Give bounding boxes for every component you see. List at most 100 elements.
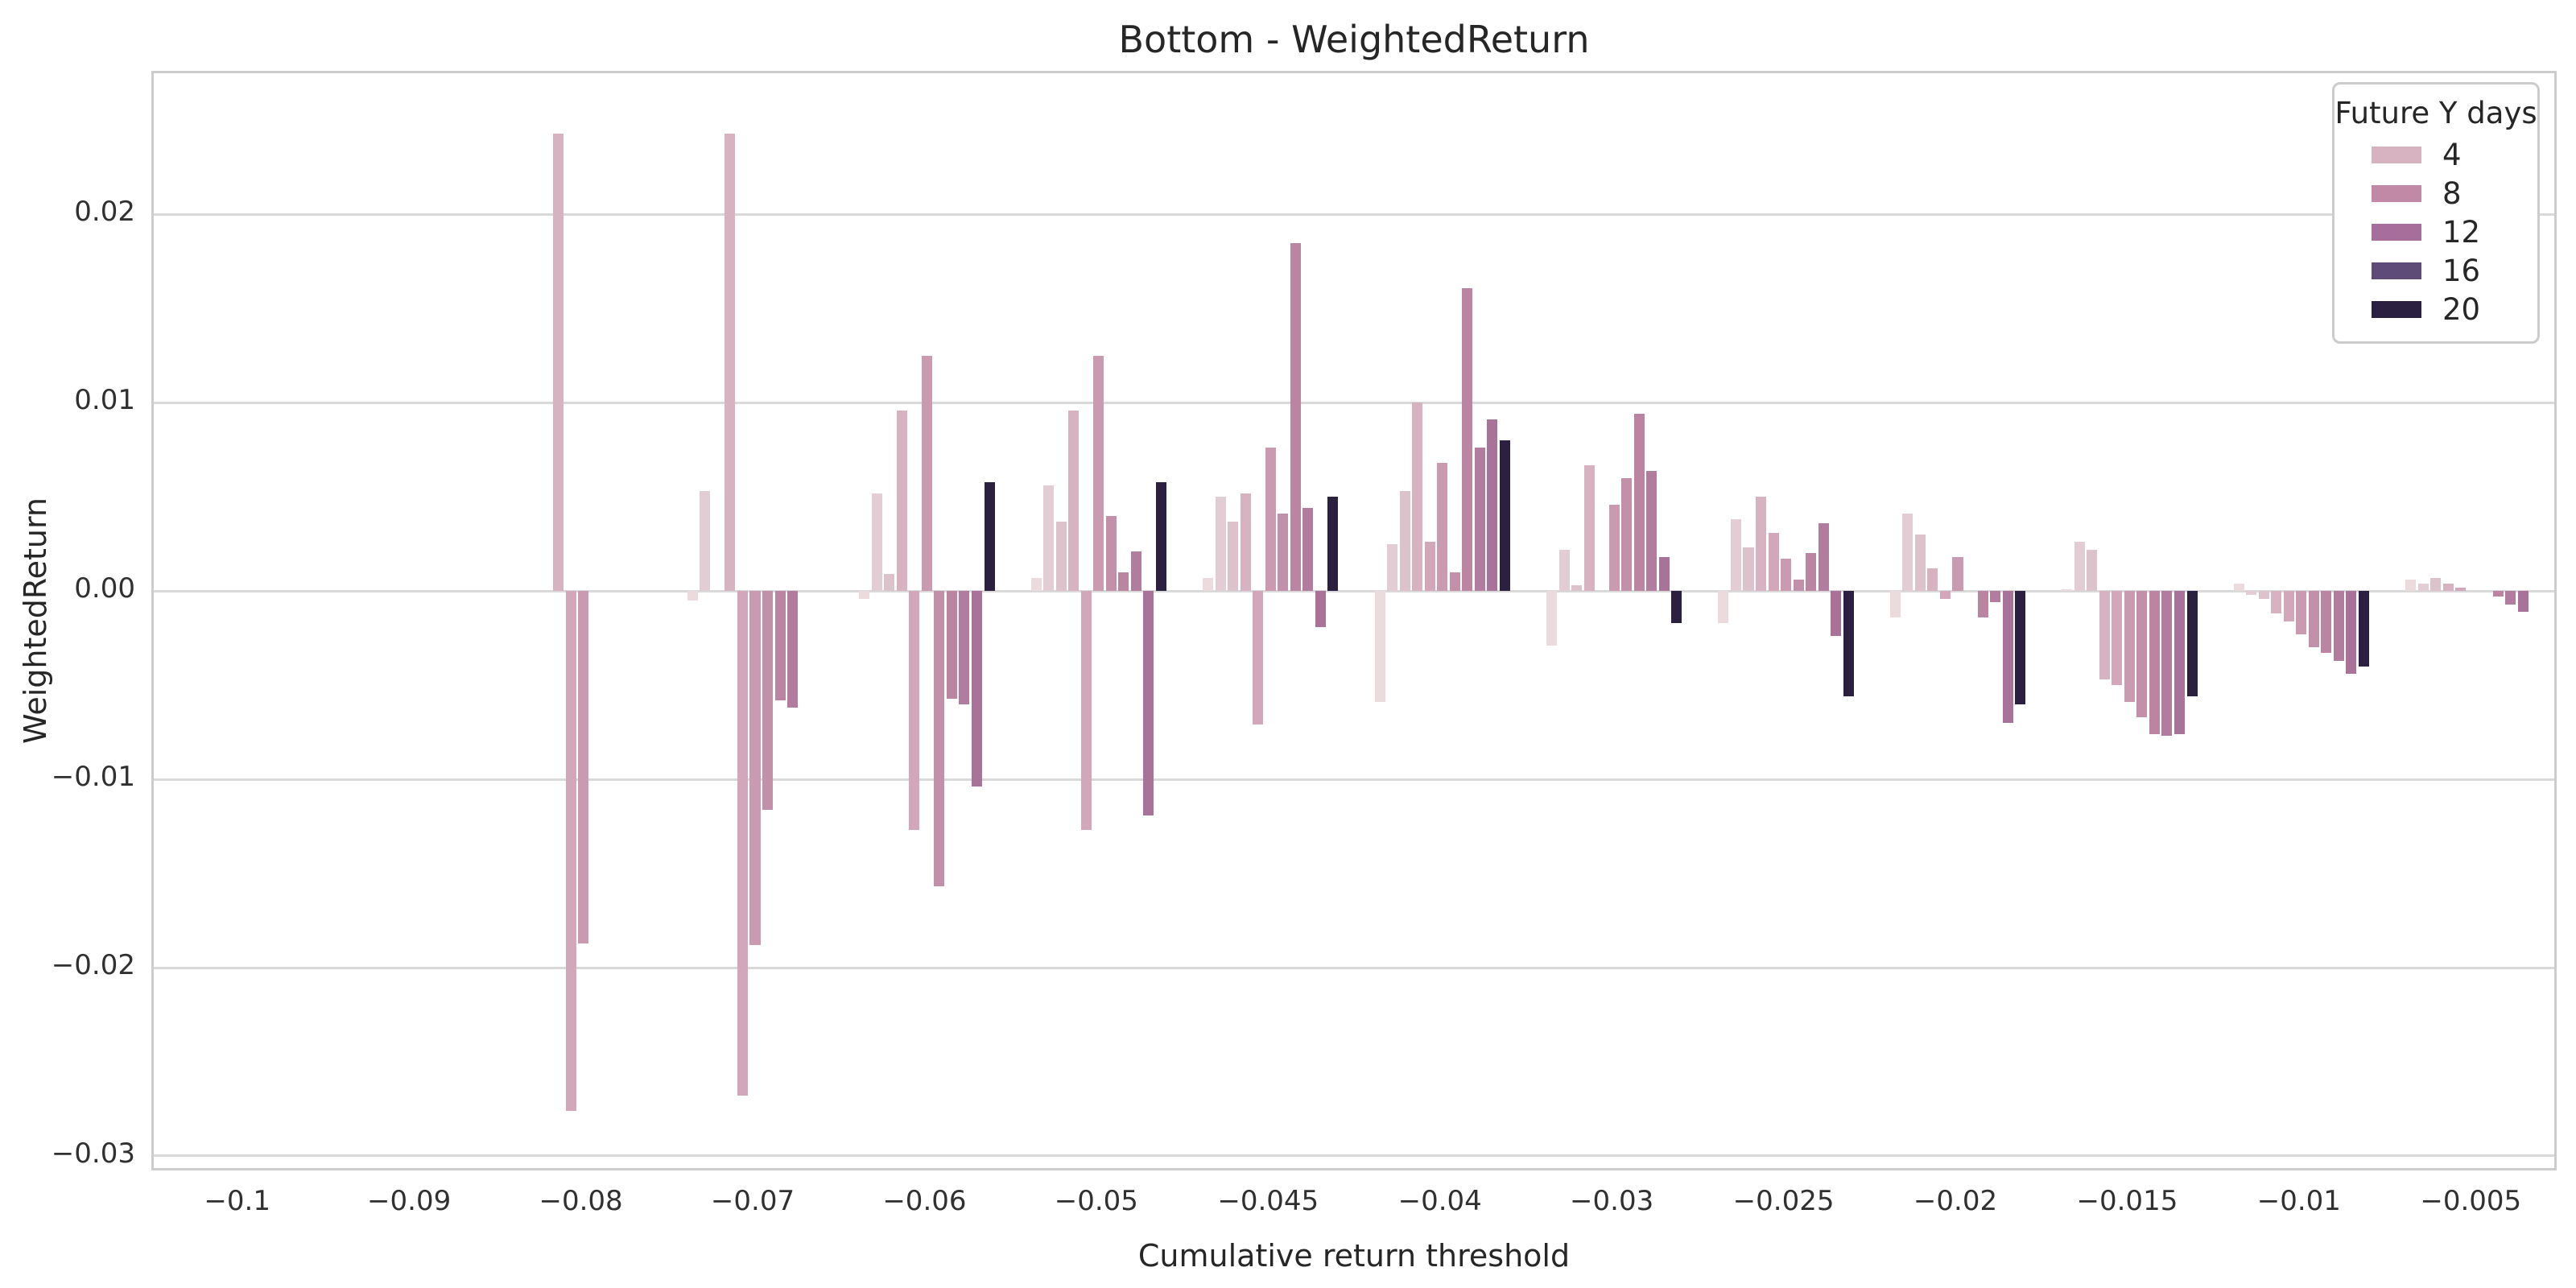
bar: [1290, 242, 1301, 592]
bar: [2087, 549, 2098, 592]
bar: [1080, 591, 1092, 831]
legend: Future Y days 4 8 12 16 20: [2332, 82, 2540, 344]
gridline: [154, 966, 2554, 969]
x-tick-label: −0.1: [204, 1185, 270, 1217]
bar: [1253, 591, 1264, 725]
x-tick-label: −0.08: [539, 1185, 623, 1217]
bar: [2517, 591, 2529, 612]
bar: [1424, 542, 1435, 592]
x-tick-label: −0.02: [1913, 1185, 1998, 1217]
bar: [2283, 591, 2294, 621]
gridline: [154, 1154, 2554, 1158]
bar: [2136, 591, 2148, 717]
bar: [1831, 591, 1842, 637]
chart-title: Bottom - WeightedReturn: [1118, 18, 1590, 61]
y-tick-label: −0.01: [51, 761, 135, 794]
x-tick-label: −0.01: [2256, 1185, 2341, 1217]
x-tick-label: −0.015: [2076, 1185, 2178, 1217]
bar: [2308, 591, 2319, 648]
plot-area: [151, 71, 2557, 1170]
bar: [2099, 591, 2110, 680]
legend-item: 16: [2334, 251, 2537, 290]
bar: [1843, 591, 1854, 697]
legend-item: 4: [2334, 135, 2537, 174]
x-tick-label: −0.03: [1570, 1185, 1654, 1217]
bar: [2186, 591, 2198, 697]
bar: [2430, 577, 2442, 592]
bar: [1768, 532, 1779, 592]
bar: [1990, 591, 2001, 603]
legend-label: 16: [2442, 253, 2481, 288]
bar: [1399, 491, 1410, 592]
bar: [2062, 588, 2073, 592]
y-tick-label: 0.01: [74, 384, 135, 417]
bar: [2002, 591, 2013, 723]
bar: [871, 493, 882, 592]
bar: [909, 591, 920, 831]
x-tick-label: −0.005: [2420, 1185, 2522, 1217]
bar: [1571, 585, 1583, 592]
bar: [1215, 497, 1226, 592]
legend-items: 4 8 12 16 20: [2334, 135, 2537, 328]
bar: [1621, 477, 1633, 592]
bar: [1658, 557, 1670, 592]
bar: [565, 591, 576, 1111]
bar: [1914, 535, 1926, 592]
legend-swatch-icon: [2372, 184, 2421, 202]
bar: [1730, 519, 1741, 592]
x-tick-label: −0.025: [1732, 1185, 1835, 1217]
bar: [2358, 591, 2369, 667]
bar: [1030, 577, 1042, 592]
x-axis-label: Cumulative return threshold: [1137, 1238, 1571, 1274]
bar: [2233, 583, 2244, 592]
bar: [1902, 514, 1913, 592]
bar: [2417, 583, 2429, 592]
bar: [774, 591, 786, 700]
bar: [2258, 591, 2269, 599]
bar: [687, 591, 698, 601]
bar: [1718, 591, 1729, 623]
bar: [1387, 543, 1398, 592]
bar: [1806, 553, 1817, 592]
bar: [1068, 410, 1080, 592]
bar: [1412, 402, 1423, 592]
gridline: [154, 401, 2554, 404]
bar: [946, 591, 957, 699]
bar: [884, 574, 895, 592]
bar: [700, 491, 711, 592]
bar: [1265, 448, 1276, 592]
legend-label: 12: [2442, 214, 2481, 250]
gridline: [154, 589, 2554, 592]
bar: [2505, 591, 2516, 605]
legend-swatch-icon: [2372, 300, 2421, 318]
x-tick-label: −0.04: [1397, 1185, 1482, 1217]
bar: [1499, 440, 1510, 592]
bar: [1474, 448, 1485, 592]
legend-swatch-icon: [2372, 146, 2421, 163]
legend-label: 8: [2442, 175, 2462, 211]
bar: [2346, 591, 2357, 675]
bar: [896, 410, 907, 592]
x-tick-label: −0.06: [882, 1185, 967, 1217]
y-tick-label: −0.02: [51, 949, 135, 982]
bar: [2455, 587, 2467, 592]
bar: [2442, 583, 2454, 592]
bar: [2112, 591, 2123, 686]
legend-label: 20: [2442, 291, 2481, 327]
bar: [1130, 551, 1141, 592]
y-tick-label: −0.03: [51, 1137, 135, 1170]
bar: [578, 591, 589, 943]
legend-item: 20: [2334, 290, 2537, 328]
y-axis-label: WeightedReturn: [18, 497, 53, 744]
bar: [1449, 572, 1460, 592]
bar: [984, 481, 995, 592]
x-tick-label: −0.05: [1054, 1185, 1138, 1217]
bar: [1743, 547, 1754, 592]
bar: [1793, 580, 1804, 592]
bar: [1143, 591, 1154, 815]
bar: [1633, 414, 1645, 592]
bar: [1781, 559, 1792, 592]
bar: [2333, 591, 2344, 661]
bar: [2174, 591, 2186, 734]
bar: [1327, 497, 1339, 592]
